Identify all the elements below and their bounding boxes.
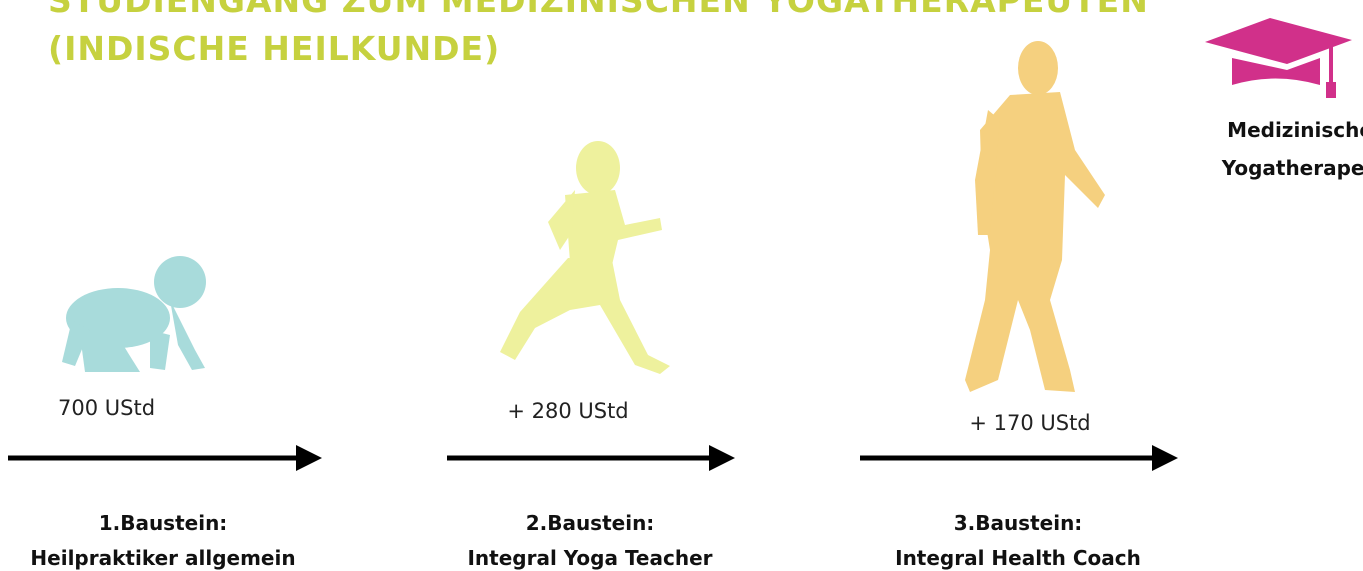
baby-silhouette — [62, 256, 206, 372]
stages: 700 UStd 1.Baustein: Heilpraktiker allgeme… — [8, 396, 1178, 570]
infographic: STUDIENGANG ZUM MEDIZINISCHEN YOGATHERAP… — [0, 0, 1363, 571]
hours-label: 700 UStd — [58, 396, 155, 420]
graduation-cap-icon — [1205, 18, 1352, 98]
step-label: 1.Baustein: — [99, 511, 228, 535]
hours-label: + 280 UStd — [507, 399, 628, 423]
goal-label: Yogatherapeut — [1221, 156, 1363, 180]
arrow-head — [709, 445, 735, 471]
child-silhouette — [500, 141, 670, 374]
step-label: 2.Baustein: — [526, 511, 655, 535]
hours-label: + 170 UStd — [969, 411, 1090, 435]
arrow-head — [296, 445, 322, 471]
stage-name: Integral Yoga Teacher — [467, 546, 712, 570]
page: STUDIENGANG ZUM MEDIZINISCHEN YOGATHERAP… — [0, 0, 1363, 571]
step-label: 3.Baustein: — [954, 511, 1083, 535]
arrow-head — [1152, 445, 1178, 471]
title-line: (INDISCHE HEILKUNDE) — [48, 29, 500, 68]
man-silhouette — [965, 41, 1105, 392]
title-line: STUDIENGANG ZUM MEDIZINISCHEN YOGATHERAP… — [48, 0, 1149, 20]
goal-label: Medizinischer — [1227, 118, 1363, 142]
stage-name: Integral Health Coach — [895, 546, 1141, 570]
stage-name: Heilpraktiker allgemein — [30, 546, 295, 570]
